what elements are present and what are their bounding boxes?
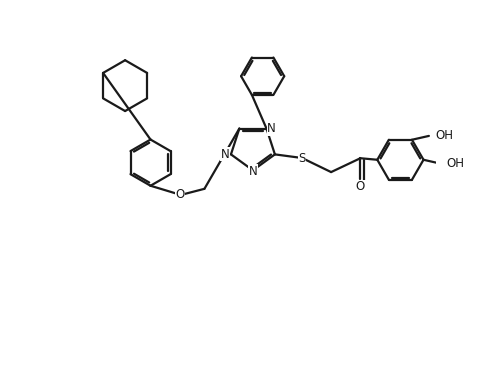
Text: O: O [175, 188, 184, 201]
Text: N: N [248, 165, 257, 177]
Text: O: O [356, 180, 365, 193]
Text: OH: OH [447, 157, 465, 170]
Text: N: N [267, 122, 276, 135]
Text: OH: OH [435, 130, 453, 142]
Text: S: S [298, 152, 306, 165]
Text: N: N [221, 148, 229, 161]
